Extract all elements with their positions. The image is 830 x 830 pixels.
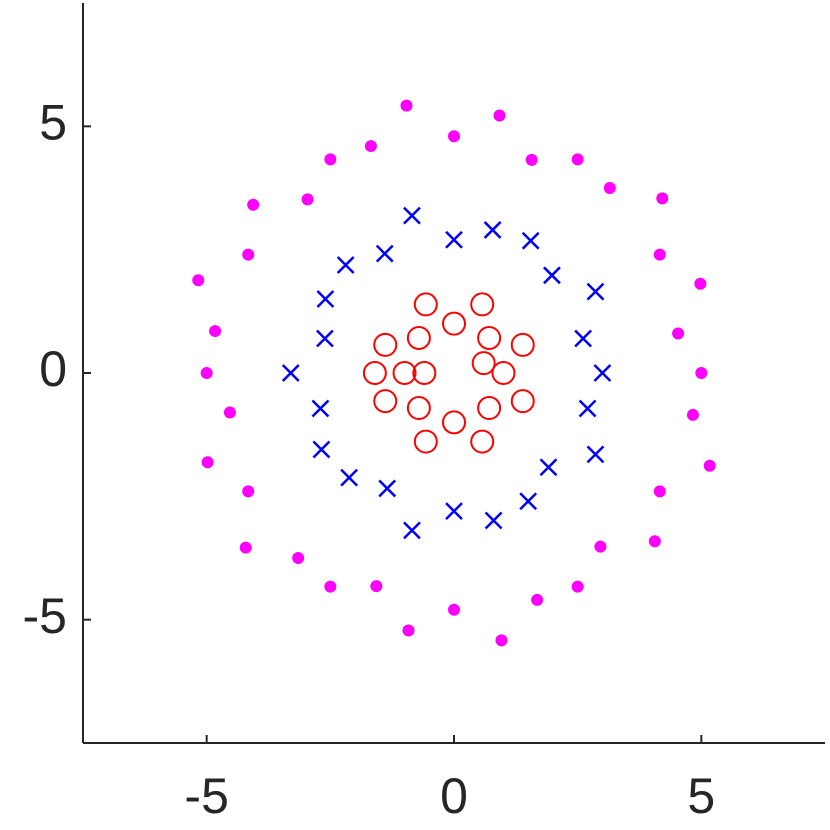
point	[413, 429, 438, 454]
point	[362, 361, 387, 385]
point	[470, 429, 495, 454]
point	[686, 408, 699, 421]
point	[653, 248, 666, 261]
point	[312, 440, 331, 459]
point	[281, 364, 300, 382]
point	[324, 153, 337, 166]
point	[571, 153, 584, 166]
point	[378, 479, 397, 498]
point	[209, 325, 222, 338]
point	[477, 325, 502, 350]
point	[578, 399, 597, 418]
y-tick-label: 0	[39, 341, 67, 397]
point	[695, 367, 708, 379]
point	[292, 552, 305, 564]
point	[192, 274, 205, 287]
point	[543, 266, 561, 285]
point	[672, 327, 685, 340]
point	[442, 311, 466, 336]
point	[373, 389, 398, 414]
point	[586, 282, 605, 301]
point	[200, 367, 213, 379]
point	[593, 364, 612, 382]
point	[495, 634, 508, 647]
point	[336, 256, 355, 274]
point	[392, 361, 417, 385]
point	[484, 511, 503, 530]
point	[653, 485, 666, 498]
point	[574, 329, 592, 348]
point	[648, 535, 661, 548]
y-tick-label: 5	[39, 95, 67, 151]
point	[594, 540, 607, 553]
point	[375, 244, 394, 263]
point	[403, 206, 421, 225]
point	[324, 580, 337, 593]
point	[242, 248, 255, 261]
point	[311, 399, 330, 418]
y-tick-label: -5	[23, 588, 67, 644]
point	[703, 459, 716, 472]
point	[340, 468, 359, 487]
point	[223, 406, 236, 419]
point	[531, 593, 544, 606]
point	[406, 396, 431, 421]
point	[483, 221, 502, 239]
point	[471, 351, 496, 376]
point	[510, 332, 535, 357]
point	[242, 485, 255, 498]
point	[510, 389, 535, 414]
point	[364, 140, 377, 153]
point	[413, 292, 438, 317]
point	[448, 130, 460, 143]
point	[521, 231, 540, 250]
point	[445, 230, 463, 249]
point	[403, 521, 421, 540]
x-tick-label: 5	[687, 768, 715, 824]
point	[470, 292, 495, 317]
x-tick-label: 0	[440, 768, 468, 824]
point	[493, 109, 506, 122]
point	[445, 502, 463, 521]
point	[316, 329, 334, 348]
point	[400, 99, 413, 112]
point	[448, 603, 460, 616]
point	[519, 492, 538, 511]
point	[525, 153, 538, 166]
point	[247, 198, 260, 211]
point	[412, 361, 437, 385]
point	[316, 290, 335, 308]
point	[201, 456, 214, 469]
point	[239, 541, 252, 554]
point	[694, 277, 707, 290]
point	[586, 445, 605, 464]
point	[373, 332, 398, 357]
point	[402, 624, 415, 637]
point	[491, 361, 516, 385]
point	[571, 580, 584, 593]
point	[301, 193, 314, 206]
point	[656, 192, 669, 205]
point	[603, 182, 616, 194]
point	[406, 325, 431, 350]
point	[442, 410, 466, 435]
point	[477, 396, 502, 421]
point	[539, 458, 558, 477]
point	[370, 580, 383, 593]
x-tick-label: -5	[184, 768, 228, 824]
